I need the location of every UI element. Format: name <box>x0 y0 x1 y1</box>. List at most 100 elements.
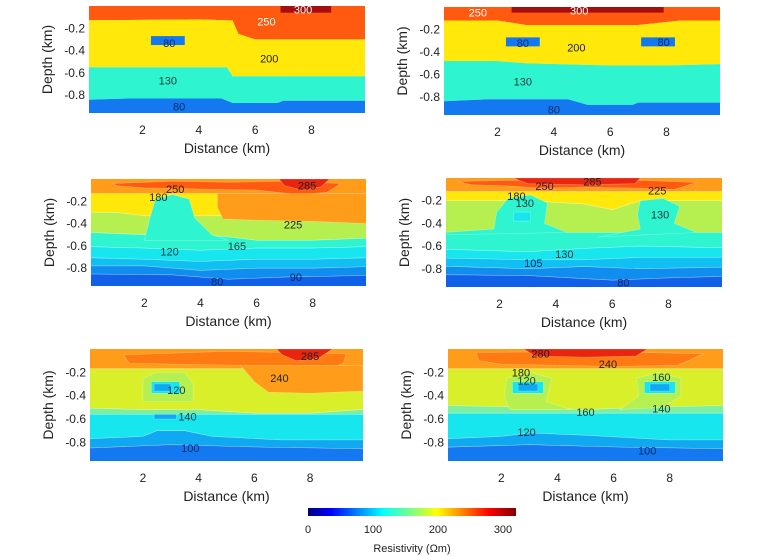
layer-100 <box>448 432 723 450</box>
panel-top-right: 250 300 80 200 80 130 80 2 4 6 8 -0.2 -0.4 -0.6 -0.8 Di… <box>394 5 720 158</box>
contour-label: 240 <box>270 373 288 385</box>
contour-label: 200 <box>567 43 585 55</box>
plot-area <box>90 349 363 461</box>
y-tick-label: -0.4 <box>65 389 86 403</box>
x-tick-label: 2 <box>141 296 148 310</box>
x-axis-label: Distance (km) <box>184 140 270 156</box>
contour-label: 180 <box>507 191 525 203</box>
x-axis-label: Distance (km) <box>539 142 625 158</box>
layer-200 <box>444 20 720 66</box>
x-tick-label: 6 <box>610 471 617 485</box>
plot-area <box>444 7 720 115</box>
contour-label: 225 <box>284 220 302 232</box>
contour-label: 250 <box>535 181 553 193</box>
x-tick-label: 8 <box>663 125 670 139</box>
block-300 <box>280 6 332 13</box>
x-tick-label: 2 <box>494 125 501 139</box>
y-tick-label: -0.2 <box>419 23 440 37</box>
layer-180 <box>448 368 723 411</box>
x-tick-label: 4 <box>197 296 204 310</box>
contour-label: 300 <box>294 4 312 16</box>
contour-label: 140 <box>652 404 670 416</box>
y-tick-label: -0.2 <box>66 194 87 208</box>
region-120 <box>513 211 531 222</box>
x-tick-label: 6 <box>609 297 616 311</box>
contour-label: 200 <box>260 53 278 65</box>
contour-label: 130 <box>516 198 534 210</box>
contour-label: 130 <box>555 249 573 261</box>
x-tick-label: 8 <box>309 296 316 310</box>
layer-130 <box>89 67 365 103</box>
region-285 <box>278 179 330 191</box>
y-axis-label: Depth (km) <box>394 26 410 95</box>
y-tick-label: -0.6 <box>421 239 442 253</box>
y-tick-label: -0.8 <box>65 435 86 449</box>
contour-label: 100 <box>638 446 656 458</box>
contour-label: 80 <box>163 38 175 50</box>
x-tick-label: 4 <box>550 125 557 139</box>
region-285 <box>523 349 648 358</box>
y-tick-label: -0.4 <box>66 217 87 231</box>
x-tick-label: 6 <box>251 471 258 485</box>
contour-label: 165 <box>228 241 246 253</box>
contour-label: 180 <box>512 367 530 379</box>
panel-top-left: 300 250 80 200 130 80 2 4 6 8 -0.2 -0.4 -0.6 -0.8 Dist… <box>39 4 365 156</box>
contour-label: 100 <box>181 443 199 455</box>
contour-label: 300 <box>570 5 588 17</box>
contour-label: 130 <box>651 209 669 221</box>
contour-label: 225 <box>648 185 666 197</box>
x-tick-label: 4 <box>195 123 202 137</box>
contour-label: 120 <box>160 246 178 258</box>
y-axis-label: Depth (km) <box>40 370 56 439</box>
contour-label: 80 <box>173 101 185 113</box>
contour-label: 80 <box>658 37 670 49</box>
y-tick-label: -0.6 <box>419 68 440 82</box>
y-axis-label: Depth (km) <box>39 25 55 94</box>
x-tick-label: 8 <box>666 471 673 485</box>
layer-80 <box>446 274 722 287</box>
contour-label: 80 <box>211 277 223 289</box>
block-80 <box>505 37 540 47</box>
region-100 <box>517 383 539 392</box>
layer-80 <box>448 444 723 461</box>
y-tick-label: -0.6 <box>423 412 444 426</box>
plot-area <box>446 178 722 287</box>
layer-80 <box>444 99 720 115</box>
x-tick-label: 2 <box>496 297 503 311</box>
panel-bottom-left: 285 240 120 140 100 2 4 6 8 -0.2 -0.4 -0.6 -0.8 Dista… <box>40 349 363 504</box>
y-tick-label: -0.8 <box>64 88 85 102</box>
x-tick-label: 6 <box>607 125 614 139</box>
region-225 <box>240 365 363 394</box>
block-80 <box>641 37 675 47</box>
x-tick-label: 6 <box>252 123 259 137</box>
colorbar-tick-label: 300 <box>494 524 512 536</box>
y-axis-label: Depth (km) <box>398 370 414 439</box>
region-100 <box>649 383 670 392</box>
colorbar-gradient <box>308 508 516 516</box>
region-130 <box>446 194 568 236</box>
region-130 <box>597 198 697 238</box>
colorbar-tick-label: 0 <box>305 524 311 536</box>
y-tick-label: -0.6 <box>64 66 85 80</box>
colorbar-label: Resistivity (Ωm) <box>373 543 450 555</box>
layer-165 <box>446 200 722 233</box>
y-tick-label: -0.6 <box>65 412 86 426</box>
contour-label: 120 <box>517 427 535 439</box>
contour-label: 160 <box>652 372 670 384</box>
y-tick-label: -0.2 <box>65 365 86 379</box>
x-tick-label: 2 <box>139 123 146 137</box>
y-tick-label: -0.8 <box>66 261 87 275</box>
y-tick-label: -0.8 <box>419 90 440 104</box>
x-axis-label: Distance (km) <box>185 313 271 329</box>
contour-label: 90 <box>290 272 302 284</box>
colorbar: 0 100 200 300 Resistivity (Ωm) <box>305 508 516 555</box>
plot-area <box>91 179 366 286</box>
block-300 <box>511 7 664 13</box>
x-tick-label: 8 <box>307 471 314 485</box>
layer-130 <box>444 61 720 105</box>
y-tick-label: -0.4 <box>421 216 442 230</box>
colorbar-tick-label: 100 <box>364 524 382 536</box>
